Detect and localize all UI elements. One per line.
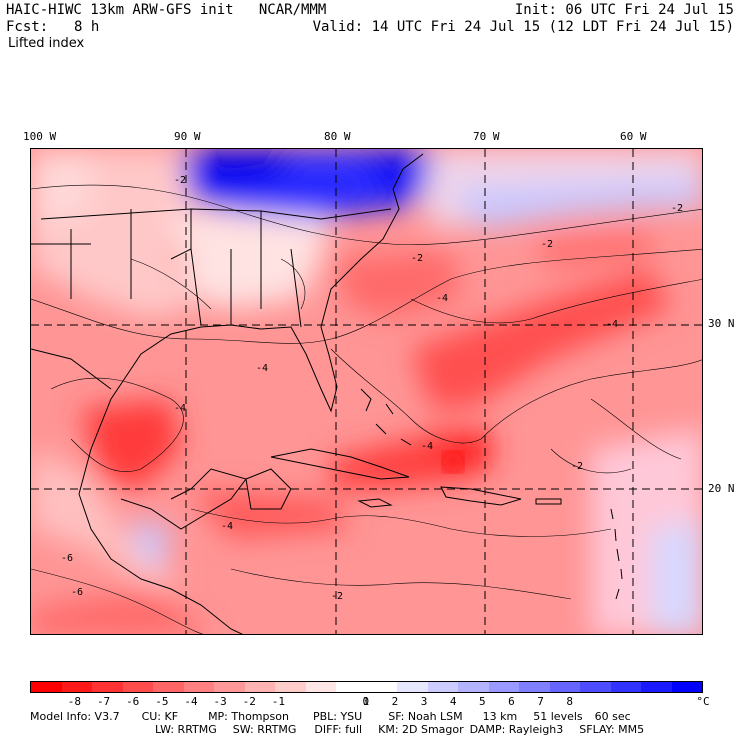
colorbar-label: -5 [155, 695, 169, 708]
colorbar-segment [153, 682, 184, 692]
colorbar-segment [671, 682, 702, 692]
colorbar-segment [641, 682, 672, 692]
colorbar-label: -3 [213, 695, 227, 708]
colorbar [30, 681, 703, 693]
colorbar-label: 7 [537, 695, 544, 708]
colorbar-segment [610, 682, 641, 692]
colorbar-label: 4 [449, 695, 457, 708]
model-info-item: MP: Thompson [208, 710, 289, 723]
lon-label-60w: 60 W [620, 130, 647, 143]
lon-label-80w: 80 W [324, 130, 351, 143]
colorbar-label: -2 [242, 695, 256, 708]
model-info-item: SFLAY: MM5 [579, 723, 645, 736]
colorbar-segment [488, 682, 519, 692]
colorbar-segment [122, 682, 153, 692]
forecast-hour: 8 h [74, 19, 100, 35]
contour-label: -2 [411, 253, 423, 264]
contour-label: -4 [221, 521, 233, 532]
colorbar-label: 6 [508, 695, 515, 708]
field-name: Lifted index [8, 36, 85, 51]
colorbar-segment [31, 682, 62, 692]
colorbar-segment [427, 682, 458, 692]
colorbar-label: -7 [96, 695, 111, 708]
colorbar-segment [336, 682, 367, 692]
lon-label-90w: 90 W [174, 130, 201, 143]
map-title: HAIC-HIWC 13km ARW-GFS init NCAR/MMM [6, 2, 327, 18]
colorbar-segment [305, 682, 336, 692]
lat-label-20n: 20 N [708, 482, 735, 495]
contour-label: -2 [541, 239, 553, 250]
contour-label: -4 [174, 403, 186, 414]
init-time: Init: 06 UTC Fri 24 Jul 15 [514, 2, 734, 18]
model-info-item: KM: 2D Smagor [378, 723, 464, 736]
contour-label: -4 [436, 293, 448, 304]
model-info-item: SW: RRTMG [232, 723, 297, 736]
contour-label: -4 [606, 319, 618, 330]
lon-label-70w: 70 W [473, 130, 500, 143]
model-info-item: DAMP: Rayleigh3 [469, 723, 564, 736]
lifted-index-map: -2 -2 -2 -2 -4 -4 -4 -4 -6 -6 -4 -2 -4 -… [30, 148, 703, 635]
colorbar-label: 3 [420, 695, 428, 708]
colorbar-segment [519, 682, 550, 692]
lon-label-100w: 100 W [23, 130, 57, 143]
contour-label: -2 [174, 175, 186, 186]
colorbar-segment [549, 682, 580, 692]
colorbar-label: 1 [362, 695, 370, 708]
colorbar-label: 2 [391, 695, 399, 708]
colorbar-unit: °C [696, 695, 710, 708]
model-info-item: Model Info: V3.7 [30, 710, 120, 723]
contour-label: -4 [256, 363, 268, 374]
model-info-item: CU: KF [141, 710, 179, 723]
colorbar-segment [244, 682, 275, 692]
model-info-item: 60 sec [594, 710, 631, 723]
colorbar-segment [366, 682, 397, 692]
contour-label: -6 [61, 553, 73, 564]
colorbar-label: -1 [271, 695, 285, 708]
contour-label: -2 [331, 591, 343, 602]
contour-label: -2 [671, 203, 683, 214]
colorbar-label: 5 [478, 695, 486, 708]
colorbar-label: -6 [126, 695, 140, 708]
model-info-item: SF: Noah LSM [388, 710, 463, 723]
model-info-line-1: Model Info: V3.7 CU: KF MP: Thompson PBL: Y… [30, 711, 647, 723]
colorbar-segment [183, 682, 214, 692]
colorbar-segment [397, 682, 428, 692]
model-info-item: 51 levels [533, 710, 583, 723]
forecast-label: Fcst: [6, 19, 49, 35]
valid-time: Valid: 14 UTC Fri 24 Jul 15 (12 LDT Fri … [312, 19, 734, 35]
contour-label: -4 [421, 441, 433, 452]
model-info-line-2: LW: RRTMG SW: RRTMG DIFF: full KM: 2D Smago… [155, 724, 660, 736]
colorbar-segment [214, 682, 245, 692]
colorbar-segment [458, 682, 489, 692]
contour-label: -2 [571, 461, 583, 472]
colorbar-segment [61, 682, 92, 692]
lat-label-30n: 30 N [708, 317, 735, 330]
model-info-item: 13 km [482, 710, 518, 723]
colorbar-label: 8 [566, 695, 574, 708]
colorbar-segment [275, 682, 306, 692]
model-info-item: PBL: YSU [312, 710, 363, 723]
model-info-item: LW: RRTMG [155, 723, 217, 736]
contour-label: -6 [71, 587, 83, 598]
colorbar-label: -4 [184, 695, 198, 708]
model-info-item: DIFF: full [314, 723, 363, 736]
colorbar-label: -8 [67, 695, 82, 708]
colorbar-segment [580, 682, 611, 692]
colorbar-label: 0 [362, 695, 370, 708]
colorbar-segment [92, 682, 123, 692]
